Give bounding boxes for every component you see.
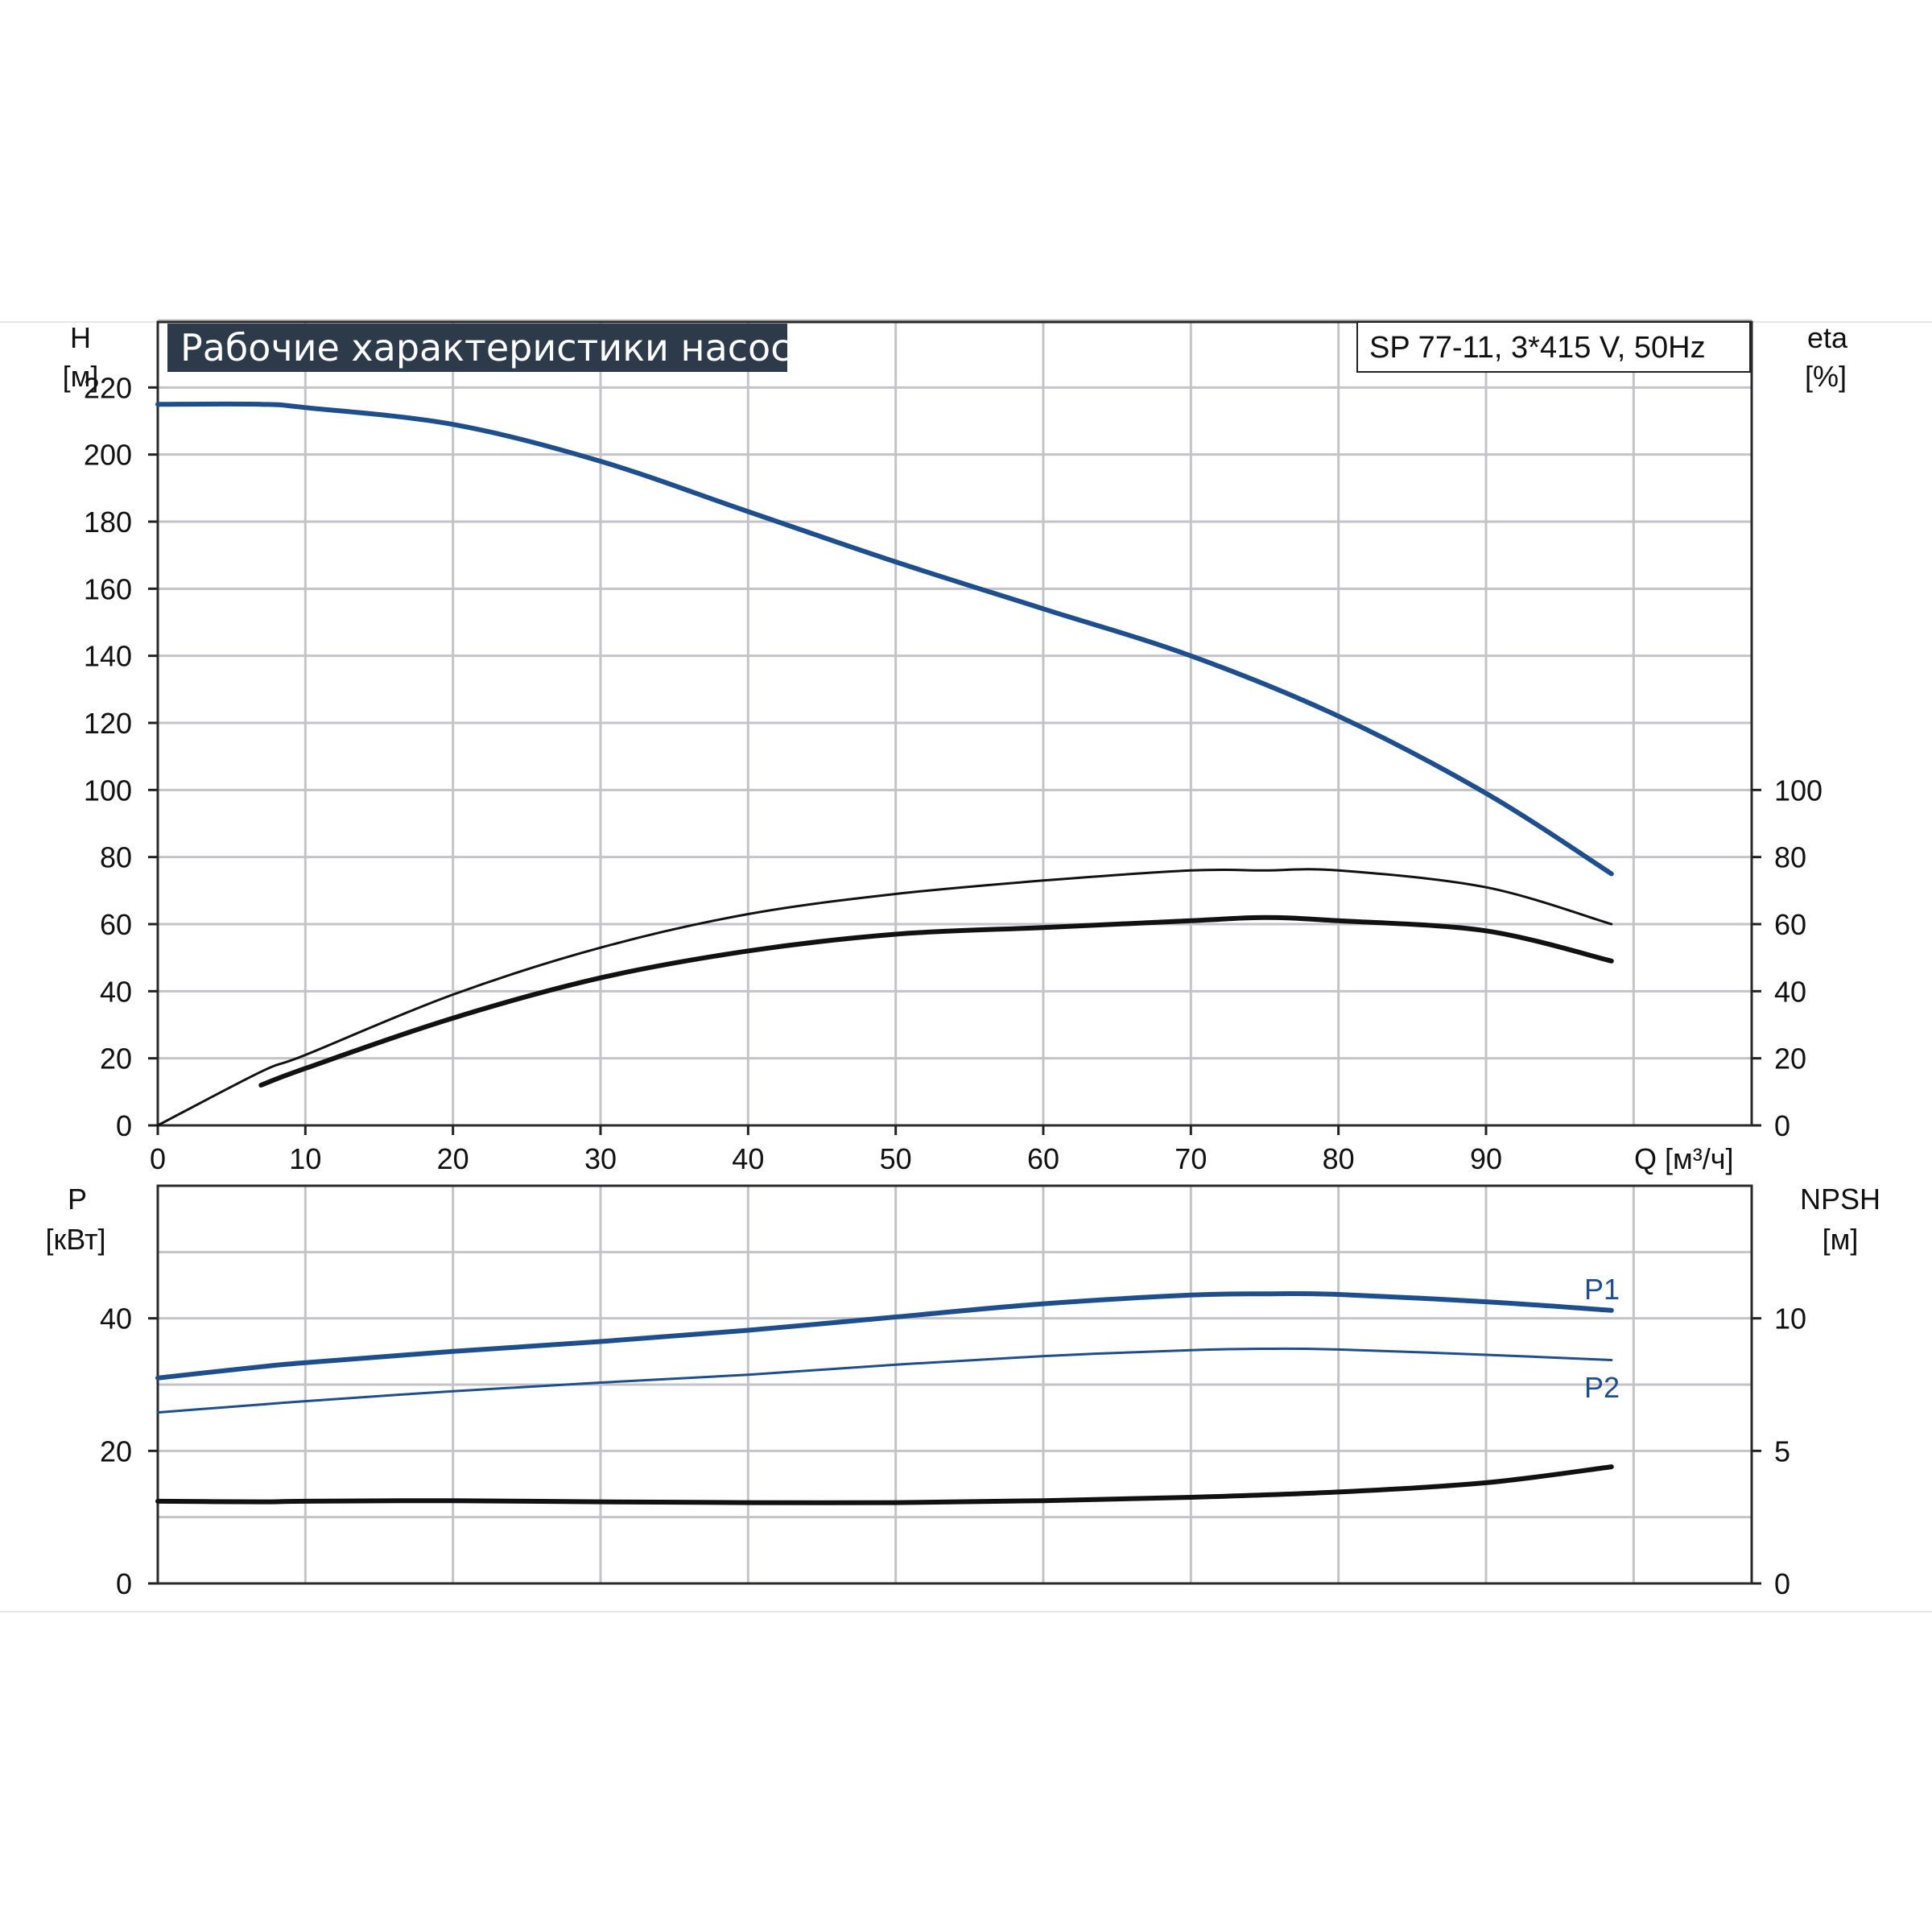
npsh-tick-label: 10 xyxy=(1774,1302,1806,1335)
x-tick-label: 60 xyxy=(1027,1142,1059,1175)
p2-power-curve xyxy=(156,1347,1613,1414)
y-left-tick-label: 60 xyxy=(100,908,132,941)
x-tick-label: 10 xyxy=(289,1142,321,1175)
top-panel-curves xyxy=(155,401,1614,1127)
series-label-p1: P1 xyxy=(1584,1273,1620,1306)
top-left-axis-symbol: H xyxy=(70,321,91,354)
p-tick-label: 0 xyxy=(116,1567,132,1600)
efficiency-curve-thick xyxy=(258,914,1614,1088)
npsh-tick-label: 5 xyxy=(1774,1435,1790,1468)
p-tick-label: 20 xyxy=(100,1435,132,1468)
x-tick-label: 20 xyxy=(437,1142,469,1175)
p-tick-label: 40 xyxy=(100,1302,132,1335)
bottom-left-axis-unit: [кВт] xyxy=(45,1223,105,1256)
x-tick-label: 70 xyxy=(1174,1142,1207,1175)
y-left-tick-label: 80 xyxy=(100,841,132,874)
x-tick-label: 40 xyxy=(732,1142,764,1175)
y-left-tick-label: 200 xyxy=(84,439,132,472)
chart-title-box xyxy=(167,324,787,372)
series-label-p2: P2 xyxy=(1584,1371,1620,1404)
head-curve xyxy=(155,401,1614,877)
top-panel-ticks: 0 10 20 30 40 50 60 70 80 90 0 20 40 60 80 100 120 140 160… xyxy=(84,371,1823,1175)
efficiency-curve-thin xyxy=(156,868,1613,1127)
x-tick-label: 50 xyxy=(880,1142,912,1175)
y-left-tick-label: 0 xyxy=(116,1109,132,1142)
y-right-tick-label: 60 xyxy=(1774,908,1806,941)
x-tick-label: 80 xyxy=(1323,1142,1355,1175)
top-right-axis-unit: [%] xyxy=(1805,360,1847,393)
bottom-panel-grid xyxy=(158,1186,1752,1583)
y-right-tick-label: 80 xyxy=(1774,841,1806,874)
y-right-tick-label: 20 xyxy=(1774,1042,1806,1075)
top-panel-grid xyxy=(158,319,1752,1125)
chart-title: Рабочие характеристики насоса xyxy=(180,326,814,369)
top-right-axis-symbol: eta xyxy=(1807,321,1848,354)
top-left-axis-unit: [м] xyxy=(63,360,99,393)
bottom-right-axis-unit: [м] xyxy=(1823,1223,1859,1256)
y-left-tick-label: 40 xyxy=(100,975,132,1008)
y-right-tick-label: 100 xyxy=(1774,774,1823,807)
x-tick-label: 30 xyxy=(584,1142,617,1175)
y-left-tick-label: 140 xyxy=(84,640,132,673)
npsh-curve xyxy=(155,1464,1614,1505)
model-box xyxy=(1356,321,1751,373)
bottom-panel-frame xyxy=(156,1184,1753,1585)
y-left-tick-label: 20 xyxy=(100,1042,132,1075)
y-left-tick-label: 100 xyxy=(84,774,132,807)
y-left-tick-label: 160 xyxy=(84,572,132,605)
x-axis-label: Q [м³/ч] xyxy=(1634,1142,1734,1175)
npsh-tick-label: 0 xyxy=(1774,1567,1790,1600)
bottom-panel-curves xyxy=(155,1290,1614,1505)
y-left-tick-label: 180 xyxy=(84,506,132,539)
bottom-left-axis-symbol: P xyxy=(68,1183,87,1216)
bottom-panel-ticks: 0 20 40 0 5 10 xyxy=(100,1302,1806,1600)
y-left-tick-label: 120 xyxy=(84,707,132,740)
y-right-tick-label: 0 xyxy=(1774,1109,1790,1142)
y-left-tick-label: 220 xyxy=(84,371,132,404)
bottom-right-axis-symbol: NPSH xyxy=(1800,1183,1880,1216)
y-right-tick-label: 40 xyxy=(1774,975,1806,1008)
model-label: SP 77-11, 3*415 V, 50Hz xyxy=(1369,331,1706,365)
x-tick-label: 0 xyxy=(150,1142,166,1175)
x-tick-label: 90 xyxy=(1470,1142,1502,1175)
p1-power-curve xyxy=(155,1290,1614,1381)
